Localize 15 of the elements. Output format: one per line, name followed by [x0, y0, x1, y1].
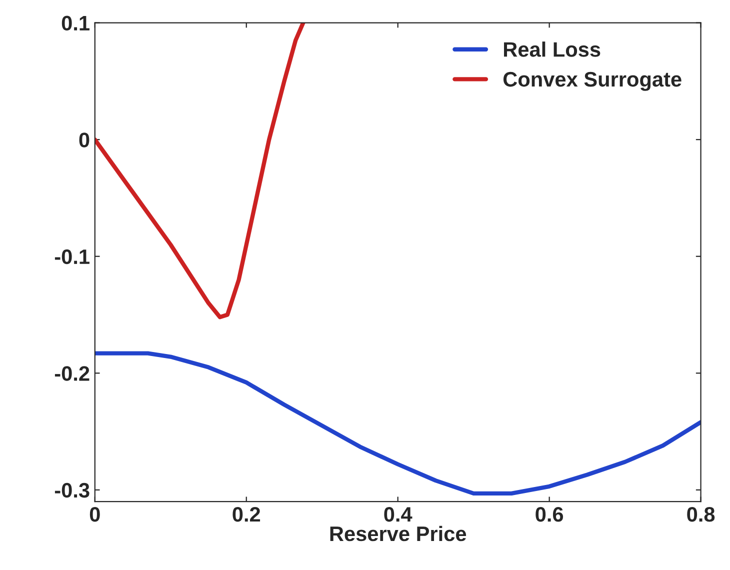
- y-tick-label: -0.3: [54, 482, 90, 498]
- x-tick-label: 0: [90, 507, 100, 522]
- y-tick-label: -0.1: [54, 249, 90, 264]
- y-tick-label: -0.2: [54, 366, 90, 381]
- x-tick-label: 0.4: [384, 507, 412, 522]
- legend-label: Convex Surrogate: [503, 72, 682, 91]
- line-series: [94, 22, 306, 320]
- y-tick-label: 0: [79, 132, 90, 148]
- x-tick-label: 0.8: [687, 507, 715, 522]
- line-series: [94, 351, 701, 496]
- x-tick-label: 0.6: [536, 507, 564, 522]
- y-tick-label: 0.1: [62, 16, 90, 31]
- x-axis-title: Reserve Price: [330, 526, 466, 542]
- legend-label: Real Loss: [504, 42, 600, 57]
- x-tick-label: 0.2: [232, 507, 260, 522]
